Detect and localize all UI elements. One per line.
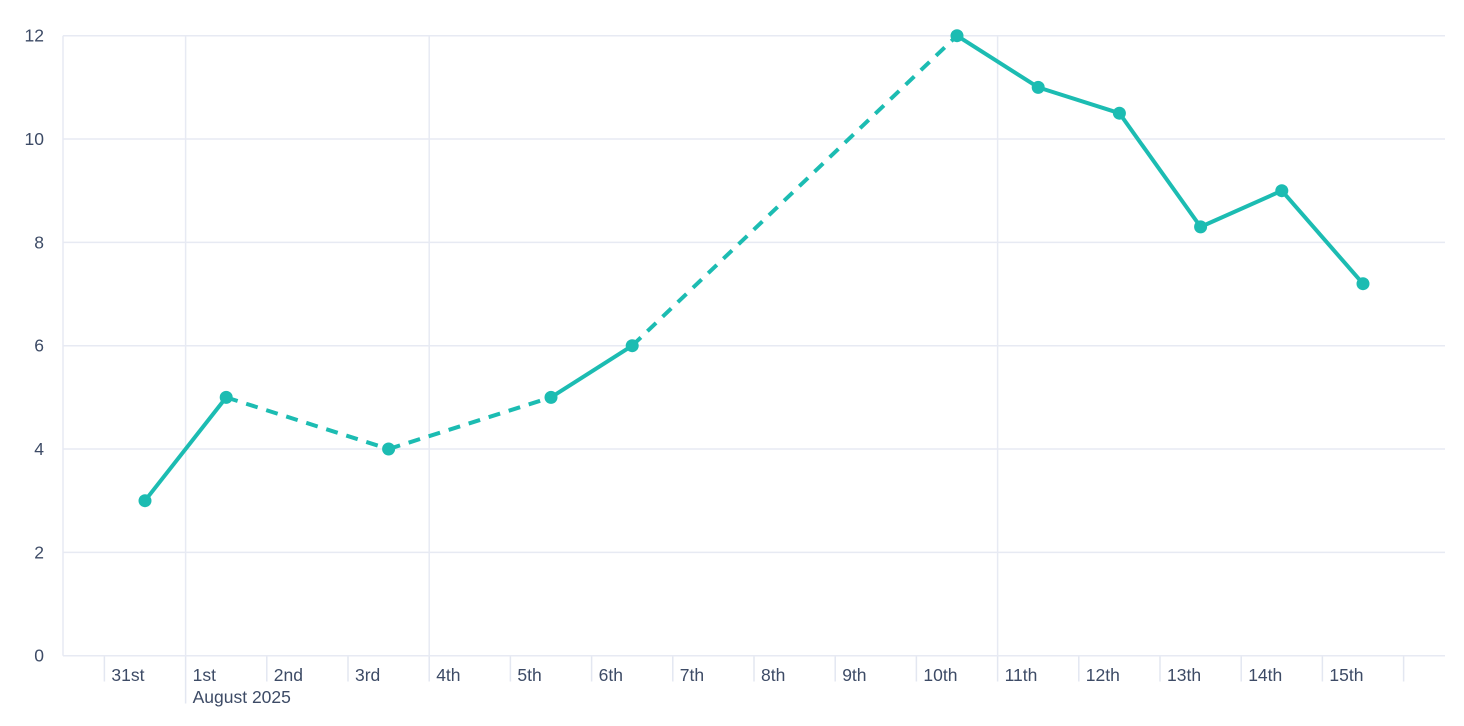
data-point-marker[interactable] — [219, 390, 233, 404]
y-axis-tick-label: 12 — [25, 26, 44, 46]
x-axis-tick-label: 9th — [842, 665, 866, 685]
series-line-segment-dashed — [630, 34, 959, 348]
x-axis-tick-label: 14th — [1248, 665, 1282, 685]
series-line-segment-dashed — [225, 395, 390, 451]
series-line-segment-solid — [955, 34, 1040, 90]
series-line-segment-solid — [549, 344, 634, 400]
x-axis-tick-label: 12th — [1086, 665, 1120, 685]
y-axis-tick-label: 8 — [34, 232, 44, 252]
series-line-segment-dashed — [387, 395, 552, 451]
series-line-segment-solid — [143, 396, 228, 502]
x-axis-month-label: August 2025 — [193, 687, 291, 707]
x-axis-tick-label: 3rd — [355, 665, 380, 685]
data-point-marker[interactable] — [544, 390, 558, 404]
data-point-marker[interactable] — [382, 442, 396, 456]
data-point-marker[interactable] — [625, 339, 639, 353]
data-point-marker[interactable] — [1356, 277, 1370, 291]
x-axis-tick-label: 5th — [517, 665, 541, 685]
data-point-marker[interactable] — [138, 494, 152, 508]
data-point-marker[interactable] — [1194, 220, 1208, 234]
x-axis-tick-label: 10th — [923, 665, 957, 685]
y-axis-tick-label: 6 — [34, 336, 44, 356]
x-axis-tick-label: 6th — [599, 665, 623, 685]
x-axis-tick-label: 13th — [1167, 665, 1201, 685]
x-axis-tick-label: 8th — [761, 665, 785, 685]
y-axis-tick-label: 0 — [34, 646, 44, 666]
x-axis-tick-label: 11th — [1005, 665, 1038, 685]
series-line-segment-solid — [1280, 189, 1365, 286]
x-axis-tick-label: 4th — [436, 665, 460, 685]
x-axis-tick-label: 2nd — [274, 665, 303, 685]
data-point-marker[interactable] — [1031, 80, 1045, 94]
y-axis-tick-label: 4 — [34, 439, 44, 459]
y-axis-tick-label: 2 — [34, 542, 44, 562]
data-point-marker[interactable] — [1112, 106, 1126, 120]
data-point-marker[interactable] — [1275, 184, 1289, 198]
series-line-segment-solid — [1199, 188, 1283, 229]
x-axis-tick-label: 7th — [680, 665, 704, 685]
x-axis-tick-label: 31st — [111, 665, 144, 685]
x-axis-tick-label: 1st — [193, 665, 216, 685]
series-line-segment-solid — [1117, 112, 1203, 229]
series-line-segment-solid — [1037, 85, 1121, 116]
y-axis-tick-label: 10 — [25, 129, 45, 149]
data-point-marker[interactable] — [950, 29, 964, 43]
x-axis-tick-label: 15th — [1329, 665, 1363, 685]
